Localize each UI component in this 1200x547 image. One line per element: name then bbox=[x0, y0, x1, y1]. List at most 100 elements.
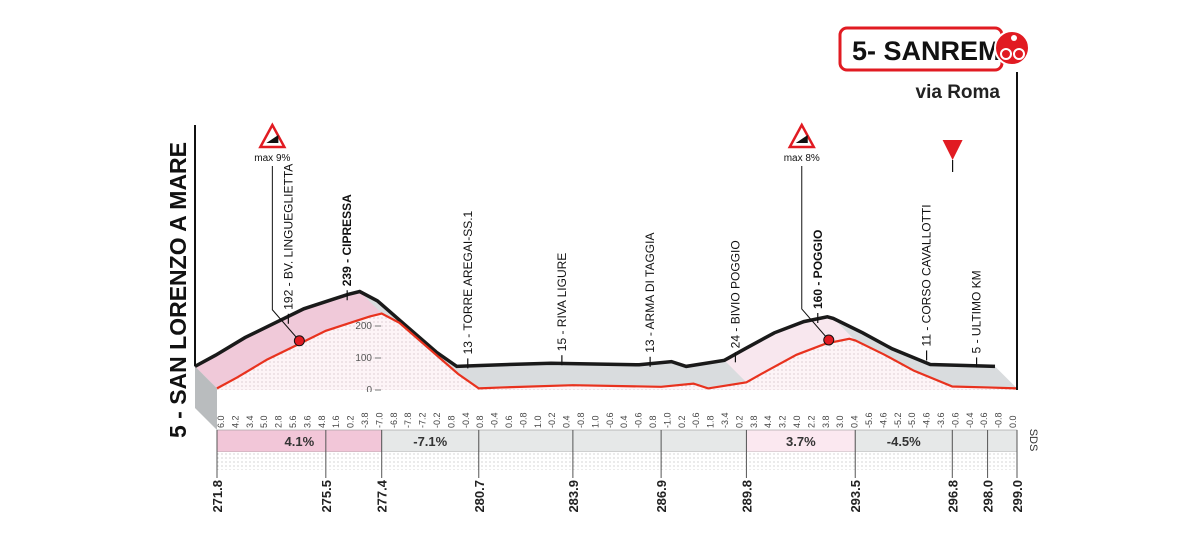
y-tick-label: 0 bbox=[366, 385, 372, 396]
segment-number: 1.8 bbox=[706, 415, 716, 428]
segment-number: -0.6 bbox=[950, 412, 960, 428]
segment-number: 5.6 bbox=[288, 415, 298, 428]
x-tick-label: 289.8 bbox=[739, 480, 754, 513]
segment-number: -0.8 bbox=[576, 412, 586, 428]
segment-number: 0.8 bbox=[648, 415, 658, 428]
segment-number: 2.8 bbox=[274, 415, 284, 428]
segment-number: -0.2 bbox=[432, 412, 442, 428]
segment-number: 1.0 bbox=[533, 415, 543, 428]
x-tick-label: 286.9 bbox=[654, 480, 669, 513]
segment-number: 4.4 bbox=[763, 415, 773, 428]
climb-leader bbox=[801, 166, 830, 341]
gradient-label: 3.7% bbox=[786, 434, 816, 449]
x-tick-label: 283.9 bbox=[566, 480, 581, 513]
start-label: 5 - SAN LORENZO A MARE bbox=[165, 142, 191, 438]
segment-number: -7.2 bbox=[418, 412, 428, 428]
segment-number: -0.4 bbox=[965, 412, 975, 428]
gradient-segment bbox=[951, 429, 1018, 453]
segment-number: -0.6 bbox=[691, 412, 701, 428]
segment-number: -4.6 bbox=[922, 412, 932, 428]
climb-warning-icon bbox=[266, 135, 279, 143]
climb-dot bbox=[293, 335, 305, 347]
segment-number: 0.6 bbox=[504, 415, 514, 428]
segment-number: 1.6 bbox=[331, 415, 341, 428]
finish-icon-head bbox=[1011, 35, 1017, 41]
segment-number: 0.2 bbox=[734, 415, 744, 428]
segment-number: -3.6 bbox=[936, 412, 946, 428]
segment-number: -0.4 bbox=[490, 412, 500, 428]
gradient-segment bbox=[478, 429, 747, 453]
segment-number: 3.6 bbox=[302, 415, 312, 428]
segment-number: 3.0 bbox=[835, 415, 845, 428]
segment-number: -0.8 bbox=[518, 412, 528, 428]
segment-number: -0.2 bbox=[547, 412, 557, 428]
waypoint-label: 13 - TORRE AREGAI-SS.1 bbox=[461, 210, 475, 354]
climb-max-label: max 8% bbox=[784, 153, 820, 164]
x-tick-label: 275.5 bbox=[319, 480, 334, 513]
climb-warning bbox=[258, 122, 287, 149]
climb-max-label: max 9% bbox=[254, 153, 290, 164]
climb-warning-icon bbox=[795, 135, 808, 143]
gradient-label: 4.1% bbox=[285, 434, 315, 449]
gradient-label: -4.5% bbox=[887, 434, 921, 449]
segment-number: 4.8 bbox=[317, 415, 327, 428]
waypoint-label: 160 - POGGIO bbox=[811, 230, 825, 309]
segment-number: 0.0 bbox=[1008, 415, 1018, 428]
x-tick-label: 271.8 bbox=[210, 480, 225, 513]
gradient-label: -7.1% bbox=[413, 434, 447, 449]
segment-number: -4.6 bbox=[878, 412, 888, 428]
segment-number: 0.8 bbox=[446, 415, 456, 428]
climb-leader bbox=[271, 166, 300, 342]
segment-number: -0.6 bbox=[634, 412, 644, 428]
segment-band bbox=[217, 392, 1017, 430]
segment-number: -5.6 bbox=[864, 412, 874, 428]
segment-number: 4.2 bbox=[230, 415, 240, 428]
waypoint-label: 5 - ULTIMO KM bbox=[970, 270, 984, 353]
x-tick-label: 277.4 bbox=[375, 479, 390, 512]
climb-warning bbox=[787, 122, 816, 149]
finish-icon bbox=[994, 30, 1030, 66]
waypoint-label: 192 - BV. LINGUEGLIETTA bbox=[281, 164, 295, 310]
profile-top-line bbox=[194, 289, 996, 369]
climb-surface bbox=[195, 291, 382, 389]
segment-number: 0.4 bbox=[619, 415, 629, 428]
segment-number: -1.0 bbox=[662, 412, 672, 428]
x-tick-label: 293.5 bbox=[848, 480, 863, 513]
profile-line bbox=[216, 312, 1018, 390]
profile-face bbox=[217, 313, 1017, 390]
segment-number: -7.0 bbox=[374, 412, 384, 428]
segment-number: 0.4 bbox=[562, 415, 572, 428]
segment-number: -3.8 bbox=[360, 412, 370, 428]
segment-number: -7.8 bbox=[403, 412, 413, 428]
km-dots-band bbox=[217, 452, 1017, 470]
waypoint-label: 11 - CORSO CAVALLOTTI bbox=[920, 204, 934, 346]
x-tick-label: 299.0 bbox=[1010, 480, 1025, 513]
last-km-flag bbox=[942, 140, 963, 160]
y-tick-label: 100 bbox=[355, 353, 372, 364]
profile-layer: 0 100 200 6.0 4.2 3.4 5.0 2.8 5.6 3.6 4.8 1.6 0.2 -3.… bbox=[194, 72, 1025, 513]
segment-number: 3.8 bbox=[749, 415, 759, 428]
y-tick-label: 200 bbox=[355, 321, 372, 332]
finish-icon-wheel bbox=[1013, 48, 1025, 60]
segment-number: -3.4 bbox=[720, 412, 730, 428]
segment-number: -0.6 bbox=[605, 412, 615, 428]
segment-number: 4.0 bbox=[792, 415, 802, 428]
x-tick-label: 280.7 bbox=[472, 480, 487, 513]
segment-number: 2.2 bbox=[806, 415, 816, 428]
segment-number: -5.2 bbox=[893, 412, 903, 428]
segment-number: -6.8 bbox=[389, 412, 399, 428]
credit: SDS bbox=[1027, 429, 1039, 452]
profile-side bbox=[195, 366, 217, 430]
segment-number: 1.0 bbox=[590, 415, 600, 428]
waypoint-label: 15 - RIVA LIGURE bbox=[555, 253, 569, 351]
segment-number: -0.4 bbox=[461, 412, 471, 428]
segment-number: 0.2 bbox=[677, 415, 687, 428]
segment-number: -5.0 bbox=[907, 412, 917, 428]
segment-number: -0.8 bbox=[994, 412, 1004, 428]
segment-number: 0.8 bbox=[475, 415, 485, 428]
waypoint-label: 24 - BIVIO POGGIO bbox=[728, 240, 742, 348]
segment-number: -0.6 bbox=[979, 412, 989, 428]
finish-street: via Roma bbox=[916, 82, 1001, 103]
finish-icon-wheel bbox=[1000, 48, 1012, 60]
